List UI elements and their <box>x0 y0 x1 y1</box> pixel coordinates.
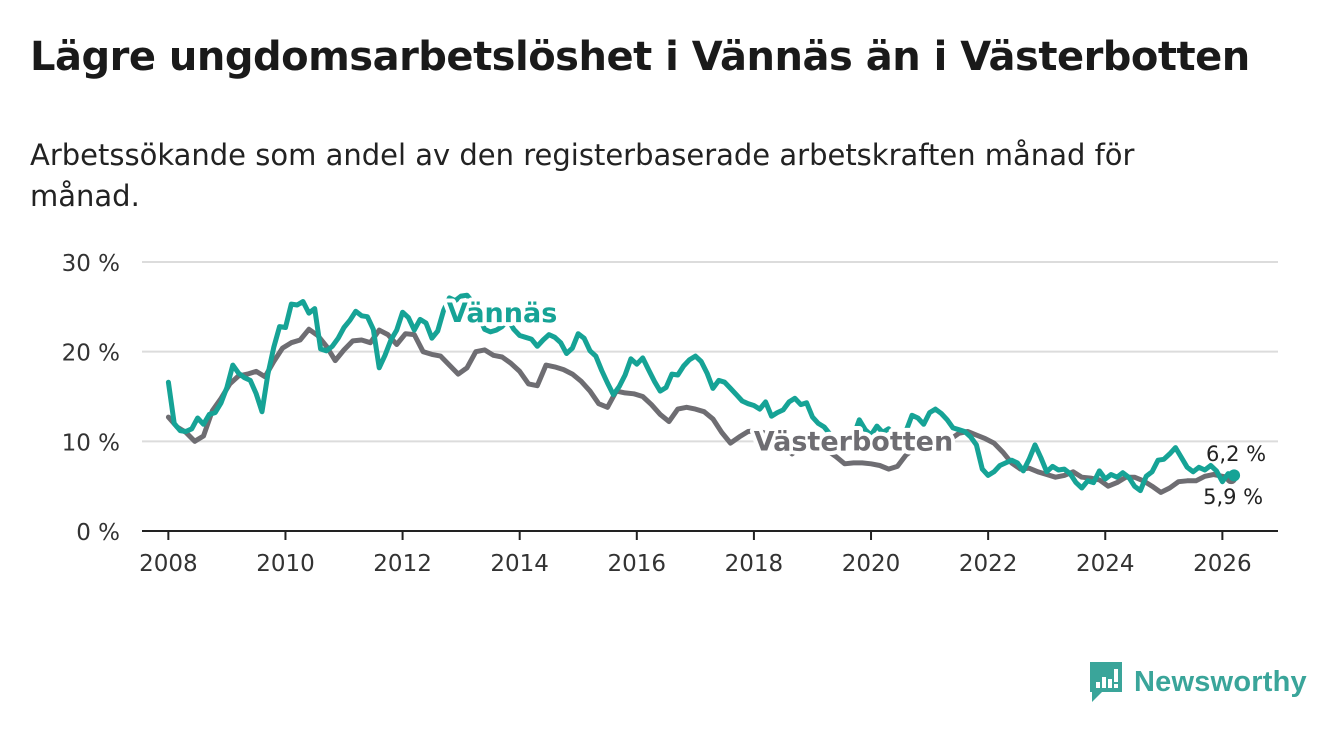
series-label-v-sterbotten: Västerbotten <box>754 426 953 457</box>
x-tick-label: 2022 <box>959 551 1018 577</box>
end-value-label-v-sterbotten: 5,9 % <box>1203 485 1263 509</box>
x-tick-label: 2010 <box>256 551 315 577</box>
series-label-halo-v-nn-s: Vännäs <box>447 298 557 329</box>
axes: 0 % 10 % 20 % 30 % 2008 2010 2012 2014 2016 2018 2… <box>62 251 1278 577</box>
y-tick-label: 30 % <box>62 251 120 277</box>
page-title: Lägre ungdomsarbetslöshet i Vännäs än i … <box>30 34 1250 80</box>
x-tick-label: 2008 <box>139 551 198 577</box>
x-tick-label: 2014 <box>490 551 549 577</box>
x-tick-label: 2016 <box>608 551 667 577</box>
series <box>165 292 1241 495</box>
x-tick-label: 2026 <box>1193 551 1252 577</box>
series-end-point-v-nn-s <box>1228 469 1241 482</box>
x-tick-label: 2012 <box>373 551 432 577</box>
x-tick-label: 2024 <box>1076 551 1135 577</box>
series-label-halo-v-sterbotten: Västerbotten <box>754 426 953 457</box>
series-label-v-nn-s: Vännäs <box>447 298 557 329</box>
y-tick-label: 0 % <box>76 520 120 546</box>
end-value-label-v-nn-s: 6,2 % <box>1206 442 1266 466</box>
newsworthy-logo-icon <box>1090 662 1122 702</box>
x-tick-label: 2018 <box>725 551 784 577</box>
series-line-v-sterbotten <box>165 326 1234 495</box>
series-line-v-nn-s <box>165 292 1237 494</box>
page-subtitle: Arbetssökande som andel av den registerb… <box>30 138 1135 213</box>
x-tick-label: 2020 <box>842 551 901 577</box>
brand-name: Newsworthy <box>1134 665 1307 698</box>
y-tick-label: 20 % <box>62 341 120 367</box>
brand[interactable]: Newsworthy <box>1088 660 1307 704</box>
y-tick-label: 10 % <box>62 430 120 456</box>
